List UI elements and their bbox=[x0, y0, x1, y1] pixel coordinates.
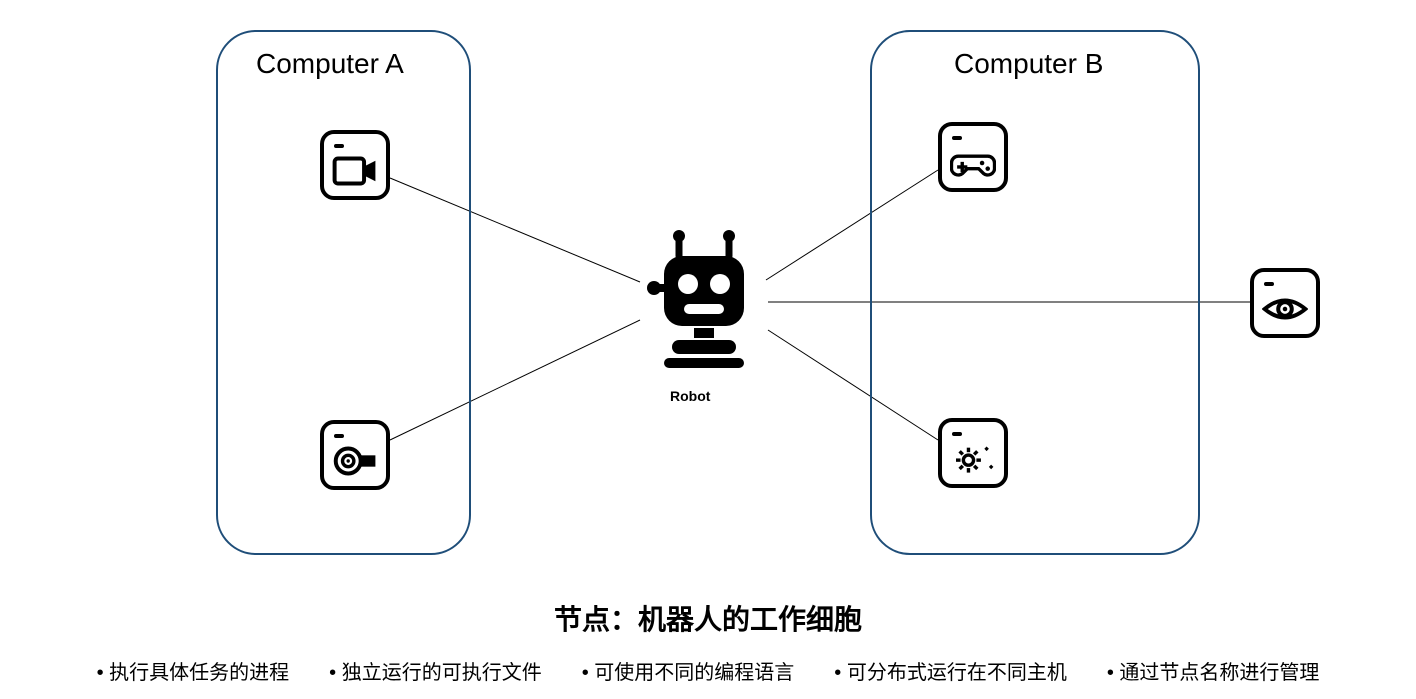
bullet-item: 通过节点名称进行管理 bbox=[1107, 656, 1320, 685]
robot-label: Robot bbox=[670, 388, 710, 404]
robot-icon bbox=[644, 230, 764, 360]
camera-icon bbox=[332, 154, 378, 188]
bullet-item: 执行具体任务的进程 bbox=[97, 656, 290, 685]
gamepad-icon bbox=[950, 146, 996, 180]
headline: 节点：机器人的工作细胞 bbox=[0, 598, 1416, 638]
bullet-item: 可分布式运行在不同主机 bbox=[834, 656, 1067, 685]
node-gamepad bbox=[938, 122, 1008, 192]
bullet-item: 独立运行的可执行文件 bbox=[329, 656, 542, 685]
bullet-list: 执行具体任务的进程 独立运行的可执行文件 可使用不同的编程语言 可分布式运行在不同主机… bbox=[0, 656, 1416, 685]
bullet-item: 可使用不同的编程语言 bbox=[582, 656, 795, 685]
group-b-title: Computer B bbox=[954, 48, 1103, 80]
group-a-title: Computer A bbox=[256, 48, 404, 80]
node-eye bbox=[1250, 268, 1320, 338]
motor-icon bbox=[332, 444, 378, 478]
settings-icon bbox=[950, 442, 996, 476]
group-computer-b bbox=[870, 30, 1200, 555]
node-motor bbox=[320, 420, 390, 490]
eye-icon bbox=[1262, 292, 1308, 326]
node-settings bbox=[938, 418, 1008, 488]
node-camera bbox=[320, 130, 390, 200]
diagram-canvas: Computer A Computer B bbox=[0, 0, 1416, 699]
